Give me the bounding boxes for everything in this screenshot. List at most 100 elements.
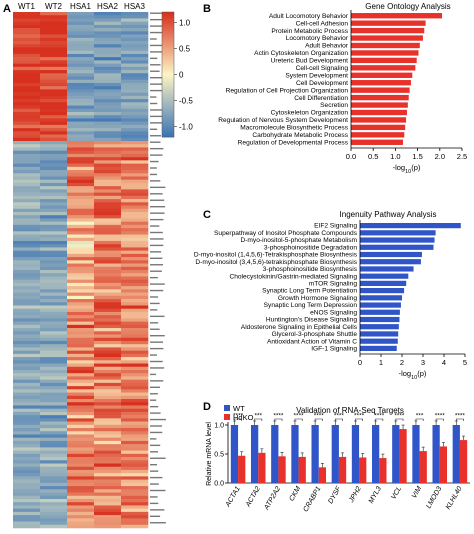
gene-label-mark <box>150 128 158 130</box>
colorbar-segment <box>162 14 174 17</box>
heatmap-cell <box>67 305 95 309</box>
category-label: Growth Hormone Signaling <box>278 295 357 302</box>
heatmap-cell <box>94 153 122 158</box>
gene-label-mark <box>150 393 158 395</box>
heatmap-cell <box>121 405 149 409</box>
heatmap-cell <box>40 521 68 526</box>
heatmap-cell <box>13 318 41 322</box>
heatmap-cell <box>94 444 122 448</box>
heatmap-cell <box>13 408 41 413</box>
heatmap-cell <box>121 128 149 132</box>
heatmap-cell <box>121 428 149 432</box>
colorbar-segment <box>162 53 174 57</box>
colorbar-segment <box>162 89 174 92</box>
heatmap-cell <box>40 189 68 193</box>
heatmap-cell <box>13 47 41 51</box>
heatmap-cell <box>13 50 41 55</box>
category-label: Cholecystokinin/Gastrin-mediated Signali… <box>229 273 357 280</box>
category-label: Synaptic Long Term Potentiation <box>262 288 357 295</box>
heatmap-cell <box>121 524 149 529</box>
heatmap-cell <box>94 386 122 390</box>
heatmap-cell <box>121 92 149 97</box>
gene-label-mark <box>150 180 161 182</box>
heatmap-cell <box>94 147 122 151</box>
heatmap-cell <box>121 318 149 322</box>
heatmap-cell <box>67 460 95 464</box>
heatmap-cell <box>13 228 41 232</box>
heatmap-cell <box>13 463 41 468</box>
heatmap-cell <box>40 286 68 290</box>
heatmap-cell <box>13 150 41 155</box>
gene-label-mark <box>150 38 157 40</box>
category-label: EIF2 Signaling <box>314 223 357 230</box>
heatmap-cell <box>67 182 95 187</box>
heatmap-cell <box>67 118 95 122</box>
heatmap-cell <box>13 344 41 348</box>
significance-label: **** <box>354 413 365 420</box>
heatmap-cell <box>13 437 41 442</box>
bar <box>360 230 436 236</box>
heatmap-cell <box>40 515 68 519</box>
heatmap-cell <box>67 515 95 519</box>
significance-bracket <box>254 418 263 421</box>
heatmap-cell <box>40 369 68 374</box>
heatmap-cell <box>13 240 41 245</box>
heatmap-cell <box>121 186 149 190</box>
gene-label-mark <box>150 360 163 363</box>
heatmap-cell <box>94 437 122 442</box>
heatmap-cell <box>121 144 149 148</box>
y-tick-label: 0.5 <box>214 452 224 459</box>
gene-label-mark <box>150 425 162 427</box>
category-label: D-myo-inositol (1,4,5,6)-Tetrakisphospha… <box>194 252 358 259</box>
heatmap-cell <box>67 257 95 261</box>
heatmap-cell <box>40 111 68 116</box>
heatmap-cell <box>13 31 41 35</box>
heatmap-cell <box>67 192 95 197</box>
bar <box>351 109 407 116</box>
heatmap-cell <box>40 63 68 68</box>
heatmap-cell <box>13 105 41 110</box>
gene-label-mark <box>150 489 166 492</box>
heatmap-cell <box>94 505 122 509</box>
heatmap-cell <box>94 21 122 26</box>
heatmap-cell <box>121 86 149 90</box>
bar <box>360 309 400 315</box>
heatmap-cell <box>40 411 68 416</box>
x-tick-label: 0.5 <box>368 152 378 161</box>
heatmap-cell <box>94 166 122 171</box>
heatmap-cell <box>13 489 41 493</box>
heatmap-cell <box>13 373 41 377</box>
heatmap-cell <box>13 15 41 19</box>
heatmap-cell <box>67 237 95 242</box>
heatmap-cell <box>121 408 149 413</box>
heatmap-cell <box>67 405 95 409</box>
colorbar-segment <box>162 64 174 67</box>
heatmap-cell <box>67 337 95 342</box>
heatmap-cell <box>13 208 41 213</box>
heatmap-cell <box>13 440 41 445</box>
heatmap-cell <box>121 253 149 258</box>
significance-bracket <box>334 418 343 421</box>
heatmap-cell <box>121 147 149 151</box>
heatmap-cell <box>13 189 41 193</box>
heatmap-cell <box>40 15 68 19</box>
heatmap-cell <box>13 260 41 264</box>
colorbar-segment <box>162 32 174 36</box>
heatmap-cell <box>67 12 95 16</box>
category-label: MYL3 <box>368 485 383 504</box>
significance-label: **** <box>435 413 446 420</box>
heatmap-cell <box>121 205 149 210</box>
heatmap-cell <box>121 347 149 351</box>
panel-a-letter: A <box>3 3 11 15</box>
heatmap-cell <box>94 244 122 248</box>
heatmap-cell <box>67 340 95 345</box>
heatmap-cell <box>94 373 122 377</box>
heatmap-cell <box>121 257 149 261</box>
heatmap-cell <box>13 144 41 148</box>
gene-label-mark <box>150 457 166 459</box>
category-label: Cytoskeleton Organization <box>271 110 349 117</box>
heatmap-cell <box>94 498 122 503</box>
heatmap-cell <box>94 337 122 342</box>
heatmap-cell <box>13 163 41 168</box>
